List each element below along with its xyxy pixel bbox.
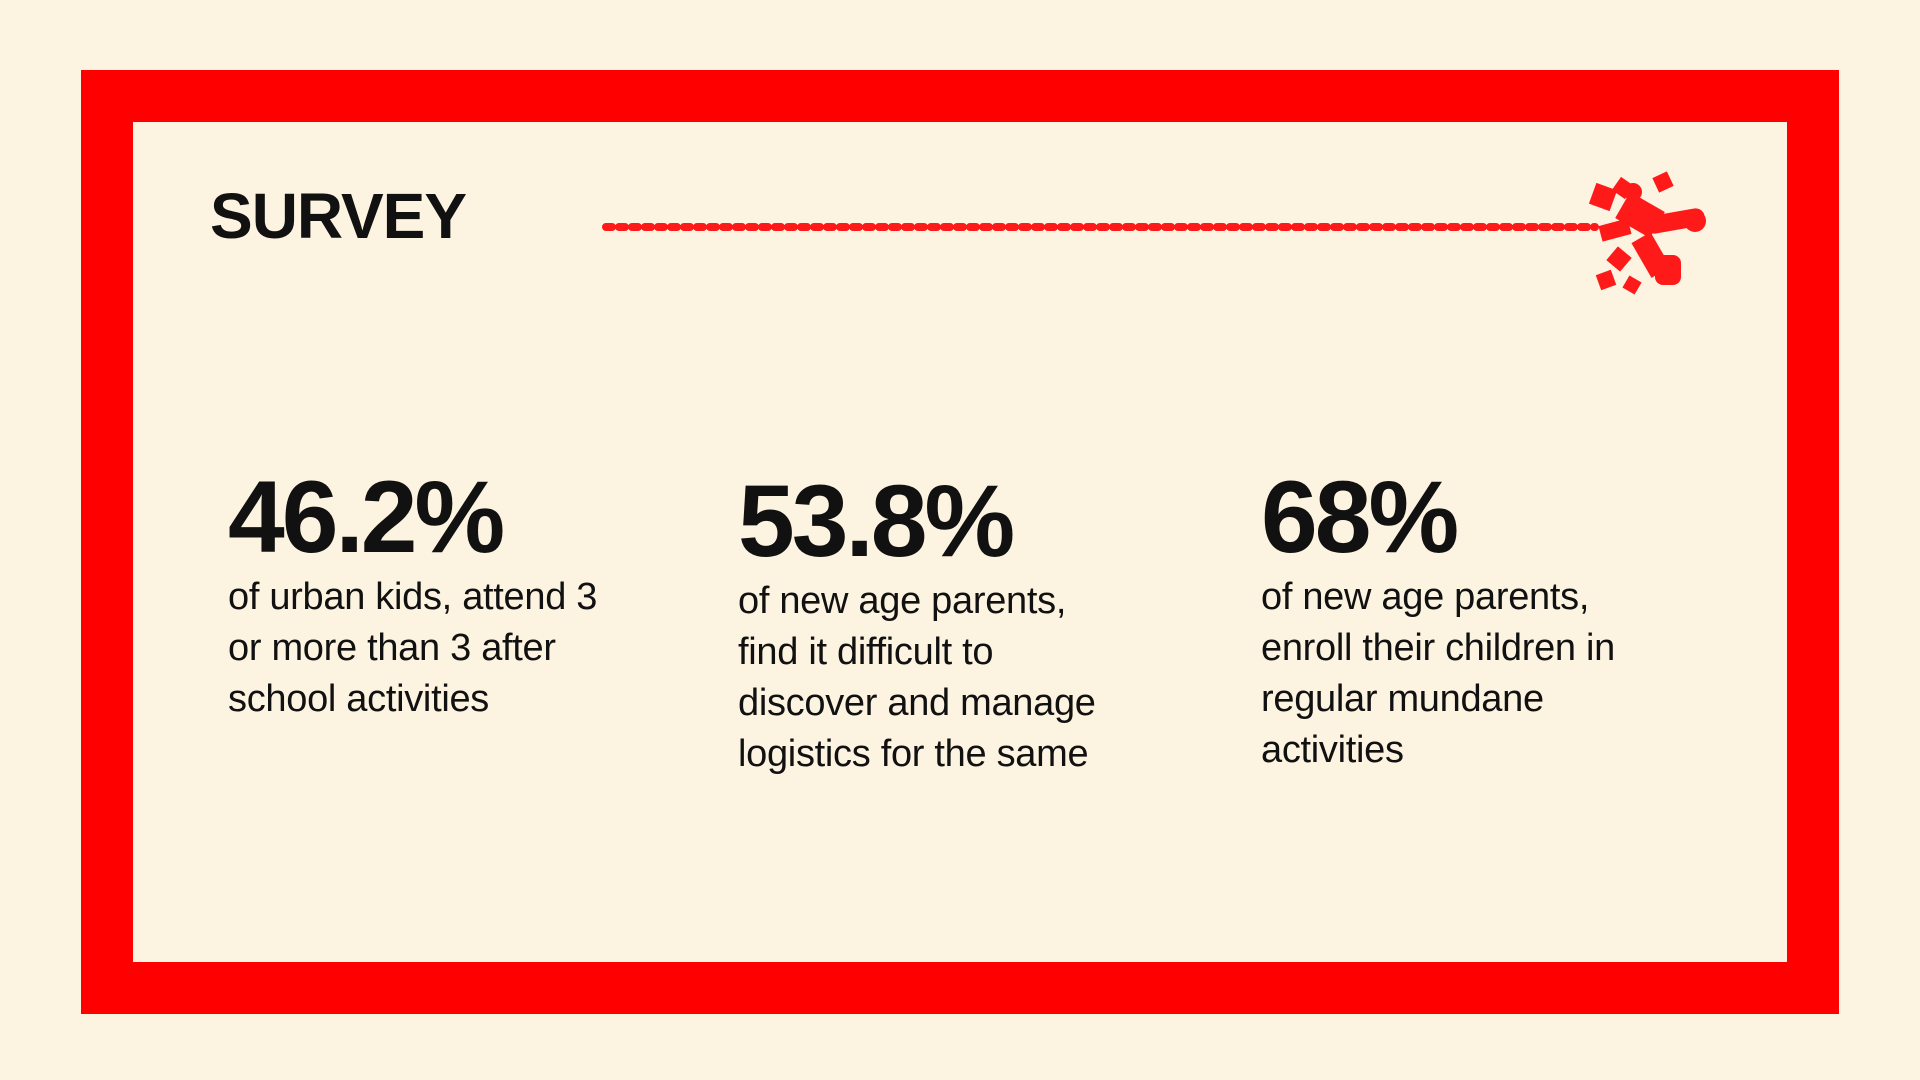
stat-value: 68%	[1261, 460, 1459, 574]
title: SURVEY	[210, 180, 467, 252]
stat-description: find it difficult to	[738, 631, 994, 673]
stat-description: school activities	[228, 678, 490, 720]
stat-value: 53.8%	[738, 464, 1015, 578]
splat-icon	[1588, 171, 1706, 295]
stat-description: enroll their children in	[1261, 627, 1615, 669]
stat-block: 46.2% of urban kids, attend 3 or more than…	[228, 462, 597, 725]
stat-description: of urban kids, attend 3	[228, 576, 598, 618]
stat-block: 53.8% of new age parents, find it difficul…	[738, 466, 1096, 780]
stat-block: 68% of new age parents, enroll their child…	[1261, 462, 1615, 776]
stat-description: or more than 3 after	[228, 627, 556, 669]
stat-description: discover and manage	[738, 682, 1096, 724]
stat-description: logistics for the same	[738, 733, 1089, 775]
stat-description: regular mundane	[1261, 678, 1544, 720]
stat-description: activities	[1261, 729, 1404, 771]
stat-description: of new age parents,	[738, 580, 1067, 622]
stat-value: 46.2%	[228, 460, 505, 574]
stat-description: of new age parents,	[1261, 576, 1590, 618]
